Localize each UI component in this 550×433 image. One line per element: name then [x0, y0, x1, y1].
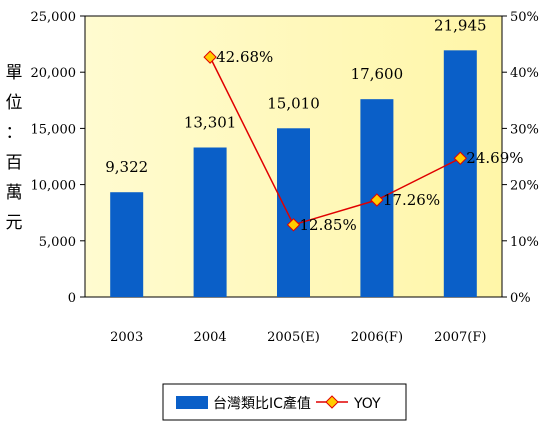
y-tick-label: 20,000 [31, 66, 77, 81]
y-axis-title-char: 萬 [6, 183, 23, 203]
y2-tick-label: 40% [510, 66, 539, 81]
y2-tick-label: 20% [510, 179, 539, 194]
x-axis: 2003 2004 2005(E) 2006(F) 2007(F) [110, 330, 486, 345]
x-tick-label: 2003 [110, 330, 143, 345]
y-tick-label: 0 [68, 291, 76, 306]
y-axis-title-char: 位 [6, 93, 23, 113]
bar [443, 50, 477, 298]
y-axis-left: 0 5,000 10,000 15,000 20,000 25,000 [31, 10, 85, 306]
bar-series: 9,322 13,301 15,010 17,600 21,945 [105, 16, 487, 298]
legend-line-marker [325, 395, 339, 409]
bar-value-label: 21,945 [434, 16, 487, 34]
x-tick-label: 2004 [194, 330, 227, 345]
y-tick-label: 5,000 [39, 235, 76, 250]
yoy-marker [286, 218, 301, 232]
yoy-marker [370, 193, 384, 207]
y-axis-title-char: ： [6, 123, 23, 143]
bar-value-label: 15,010 [267, 94, 320, 112]
x-tick-label: 2005(E) [267, 330, 320, 345]
yoy-value-label: 24.69% [466, 149, 523, 167]
x-tick-label: 2006(F) [351, 330, 403, 345]
y-tick-label: 15,000 [31, 122, 77, 137]
yoy-line [209, 56, 461, 226]
yoy-marker [453, 151, 468, 165]
y-axis-title: 單位 ： 百萬元 [6, 63, 23, 233]
legend-line-label: YOY [353, 396, 381, 412]
yoy-value-label: 12.85% [300, 216, 357, 234]
y-axis-title-char: 元 [6, 213, 23, 233]
bar-value-label: 17,600 [351, 65, 404, 83]
bar-value-label: 9,322 [105, 158, 148, 176]
y2-tick-label: 0% [510, 291, 531, 306]
y-axis-right: 0% 10% 20% 30% 40% 50% [502, 10, 539, 306]
y-tick-label: 10,000 [31, 179, 77, 194]
legend: 台灣類比IC產值 YOY [162, 383, 407, 421]
yoy-marker [203, 50, 217, 64]
y-tick-label: 25,000 [31, 10, 77, 25]
y2-tick-label: 30% [510, 122, 539, 137]
bar [277, 128, 310, 297]
legend-bar-label: 台灣類比IC產值 [213, 395, 311, 412]
yoy-value-label: 17.26% [383, 191, 440, 209]
bar-value-label: 13,301 [184, 113, 237, 131]
y2-tick-label: 50% [510, 10, 539, 25]
legend-bar-swatch [176, 396, 208, 409]
bar [110, 192, 144, 297]
y-axis-title-char: 單 [6, 63, 23, 83]
bar [193, 147, 227, 297]
y2-tick-label: 10% [510, 235, 539, 250]
x-tick-label: 2007(F) [434, 330, 486, 345]
yoy-value-label: 42.68% [216, 48, 273, 66]
yoy-series: 42.68% 12.85% 17.26% 24.69% [203, 48, 524, 234]
y-axis-title-char: 百 [6, 153, 23, 173]
